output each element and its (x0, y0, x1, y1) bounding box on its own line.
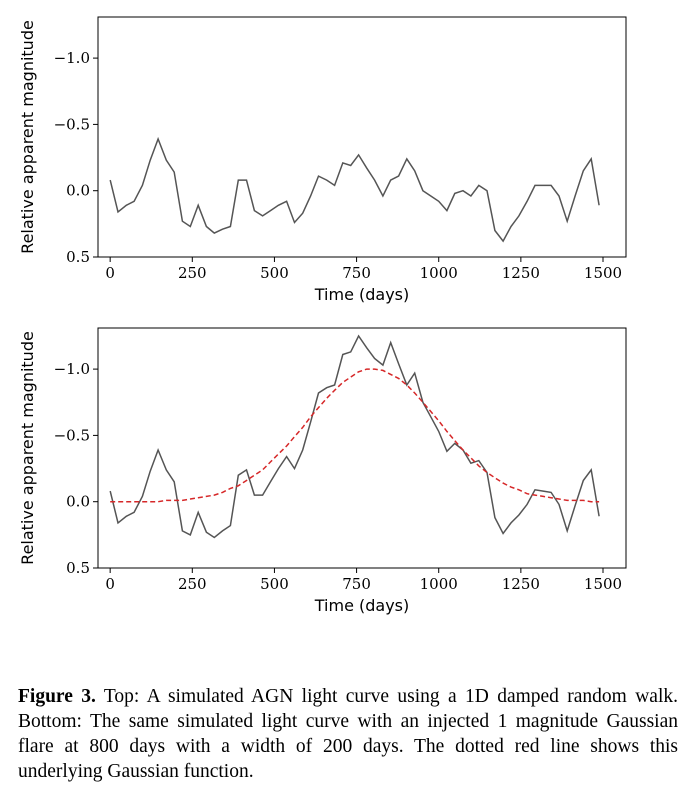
plot-frame (97, 16, 627, 258)
x-axis-label: Time (days) (314, 596, 410, 615)
x-tick-label: 1250 (502, 264, 540, 282)
y-tick-label: 0.5 (66, 559, 90, 577)
x-tick-label: 0 (105, 264, 115, 282)
x-axis-label: Time (days) (314, 285, 410, 304)
x-tick-label: 500 (260, 575, 289, 593)
y-tick-label: −1.0 (54, 49, 90, 67)
x-tick-label: 750 (342, 575, 371, 593)
series-line (109, 334, 600, 539)
y-tick-label: 0.5 (66, 248, 90, 266)
y-tick-label: −0.5 (54, 426, 90, 444)
plot-frame (97, 327, 627, 569)
caption-text: Top: A simulated AGN light curve using a… (18, 686, 678, 782)
x-tick-label: 1500 (584, 575, 622, 593)
x-tick-label: 1000 (420, 264, 458, 282)
x-tick-label: 750 (342, 264, 371, 282)
series-line (109, 136, 600, 243)
x-tick-label: 1000 (420, 575, 458, 593)
y-tick-label: 0.0 (66, 493, 90, 511)
y-tick-label: −1.0 (54, 360, 90, 378)
caption-label: Figure 3. (18, 686, 96, 707)
x-tick-label: 500 (260, 264, 289, 282)
series-line (110, 368, 600, 503)
y-axis-label: Relative apparent magnitude (18, 20, 37, 254)
y-axis-label: Relative apparent magnitude (18, 331, 37, 565)
x-tick-label: 1500 (584, 264, 622, 282)
y-tick-label: 0.0 (66, 182, 90, 200)
figure: −1.0 −0.5 0.0 0.5 0 250 500 750 1000 1250 1500 Time… (18, 16, 627, 615)
x-tick-label: 1250 (502, 575, 540, 593)
x-tick-label: 250 (178, 575, 207, 593)
x-tick-label: 0 (105, 575, 115, 593)
x-tick-label: 250 (178, 264, 207, 282)
caption: Figure 3. Top: A simulated AGN light cur… (18, 684, 678, 784)
y-tick-label: −0.5 (54, 115, 90, 133)
